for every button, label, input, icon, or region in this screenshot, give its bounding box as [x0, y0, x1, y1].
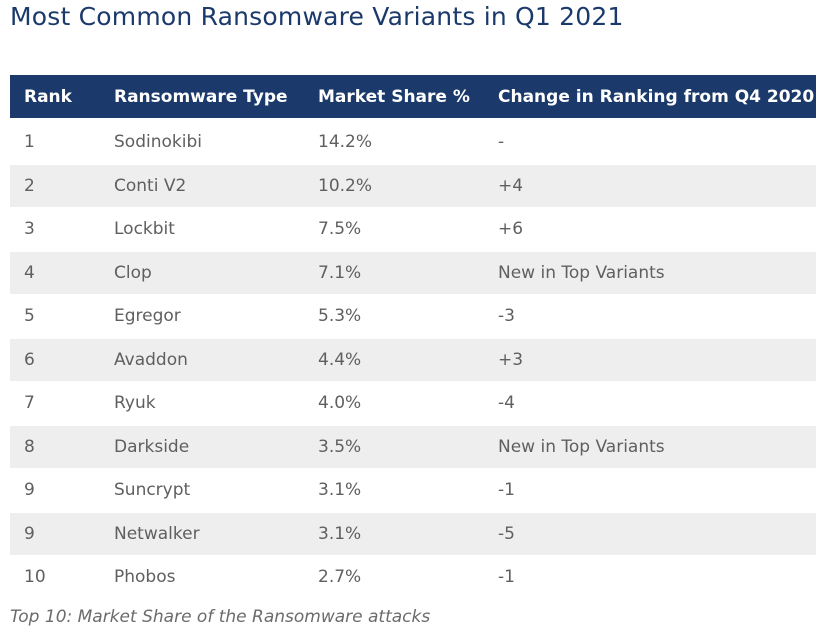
cell-share: 2.7% — [318, 555, 498, 600]
cell-change: -5 — [498, 512, 816, 556]
table-header-row: Rank Ransomware Type Market Share % Chan… — [10, 75, 816, 121]
cell-type: Sodinokibi — [114, 119, 318, 165]
ransomware-table: Rank Ransomware Type Market Share % Chan… — [10, 75, 816, 600]
cell-rank: 10 — [10, 555, 114, 600]
page-title: Most Common Ransomware Variants in Q1 20… — [10, 2, 624, 31]
cell-rank: 4 — [10, 251, 114, 295]
cell-rank: 3 — [10, 207, 114, 252]
table-row: 8 Darkside 3.5% New in Top Variants — [10, 425, 816, 469]
cell-type: Clop — [114, 251, 318, 295]
cell-rank: 9 — [10, 468, 114, 513]
cell-rank: 1 — [10, 119, 114, 165]
header-market-share: Market Share % — [318, 75, 498, 121]
cell-share: 3.1% — [318, 512, 498, 556]
table-row: 3 Lockbit 7.5% +6 — [10, 207, 816, 252]
cell-share: 7.1% — [318, 251, 498, 295]
cell-type: Avaddon — [114, 338, 318, 382]
cell-share: 10.2% — [318, 164, 498, 208]
cell-type: Conti V2 — [114, 164, 318, 208]
cell-rank: 7 — [10, 381, 114, 426]
cell-type: Darkside — [114, 425, 318, 469]
cell-share: 5.3% — [318, 294, 498, 339]
header-ransomware-type: Ransomware Type — [114, 75, 318, 121]
cell-change: +4 — [498, 164, 816, 208]
cell-share: 14.2% — [318, 119, 498, 165]
cell-rank: 2 — [10, 164, 114, 208]
cell-share: 7.5% — [318, 207, 498, 252]
cell-rank: 5 — [10, 294, 114, 339]
cell-type: Lockbit — [114, 207, 318, 252]
cell-type: Phobos — [114, 555, 318, 600]
table-row: 10 Phobos 2.7% -1 — [10, 555, 816, 600]
table-row: 5 Egregor 5.3% -3 — [10, 294, 816, 339]
cell-share: 3.5% — [318, 425, 498, 469]
table-row: 9 Suncrypt 3.1% -1 — [10, 468, 816, 513]
table-row: 4 Clop 7.1% New in Top Variants — [10, 251, 816, 295]
cell-change: -1 — [498, 468, 816, 513]
header-rank: Rank — [10, 75, 114, 121]
cell-share: 3.1% — [318, 468, 498, 513]
table-row: 1 Sodinokibi 14.2% - — [10, 119, 816, 165]
cell-change: New in Top Variants — [498, 251, 816, 295]
table-row: 2 Conti V2 10.2% +4 — [10, 164, 816, 208]
cell-rank: 8 — [10, 425, 114, 469]
table-row: 7 Ryuk 4.0% -4 — [10, 381, 816, 426]
table-row: 9 Netwalker 3.1% -5 — [10, 512, 816, 556]
cell-type: Netwalker — [114, 512, 318, 556]
cell-type: Suncrypt — [114, 468, 318, 513]
cell-rank: 6 — [10, 338, 114, 382]
cell-change: +3 — [498, 338, 816, 382]
cell-change: -4 — [498, 381, 816, 426]
cell-change: - — [498, 119, 816, 165]
cell-change: +6 — [498, 207, 816, 252]
cell-change: -1 — [498, 555, 816, 600]
cell-share: 4.4% — [318, 338, 498, 382]
header-change-in-ranking: Change in Ranking from Q4 2020 — [498, 75, 816, 121]
cell-rank: 9 — [10, 512, 114, 556]
cell-type: Ryuk — [114, 381, 318, 426]
cell-share: 4.0% — [318, 381, 498, 426]
cell-change: -3 — [498, 294, 816, 339]
table-row: 6 Avaddon 4.4% +3 — [10, 338, 816, 382]
cell-change: New in Top Variants — [498, 425, 816, 469]
table-caption: Top 10: Market Share of the Ransomware a… — [10, 607, 431, 627]
cell-type: Egregor — [114, 294, 318, 339]
